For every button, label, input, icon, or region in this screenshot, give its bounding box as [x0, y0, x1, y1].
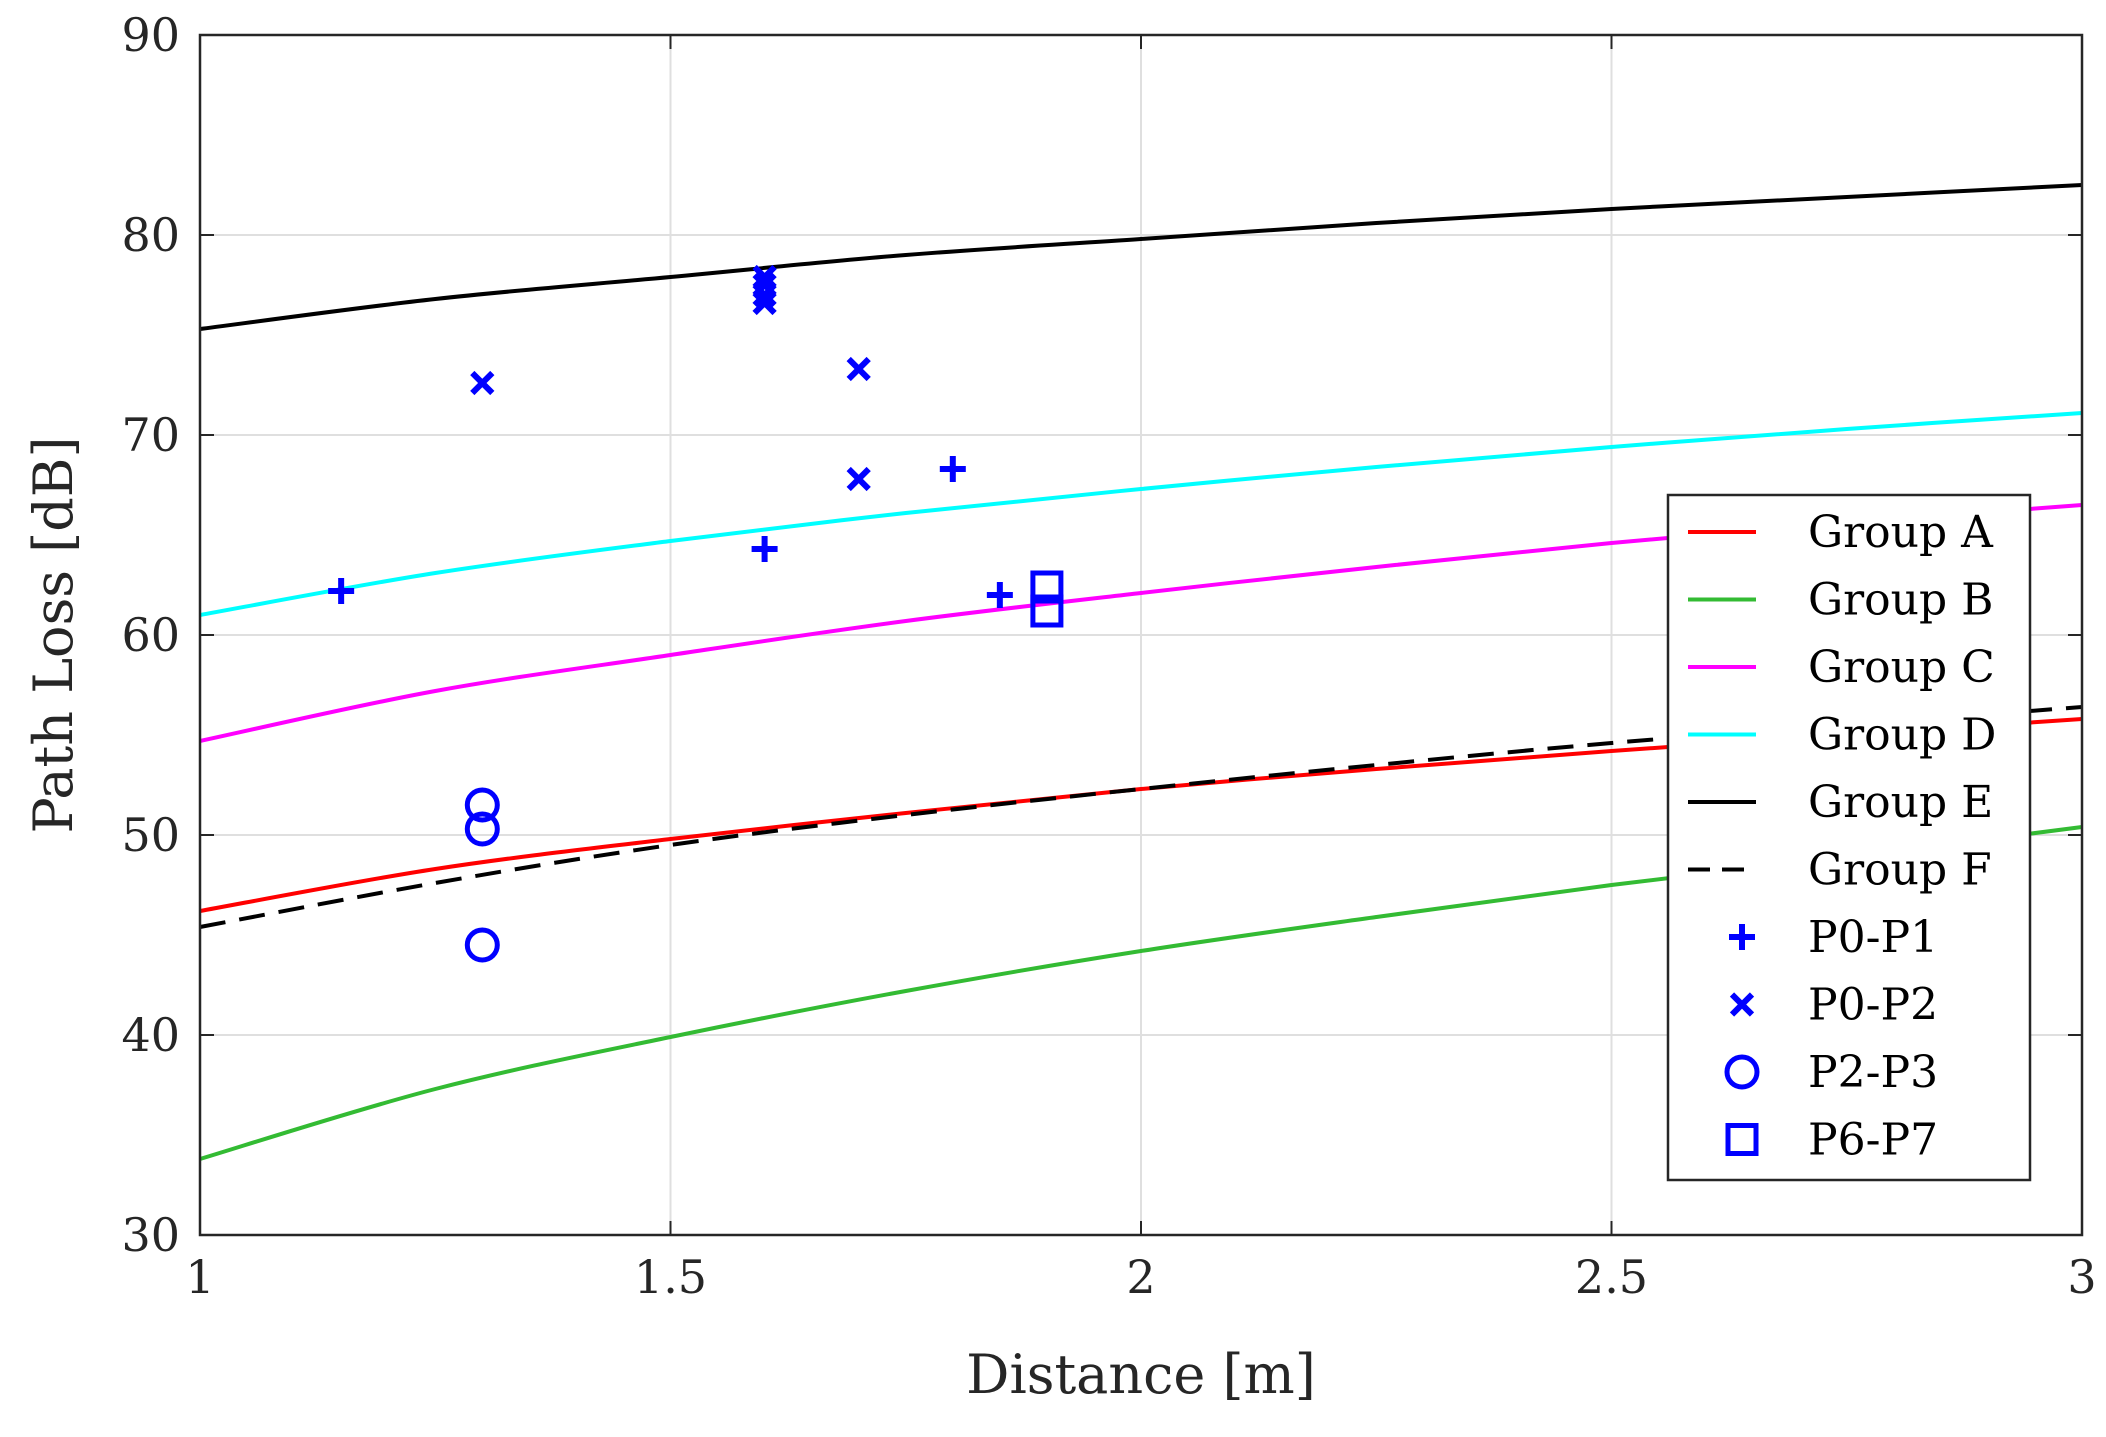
legend-marker-p6-p7: [1725, 1123, 1759, 1156]
point-p2-p3: [464, 811, 500, 847]
x-tick-label: 2: [1126, 1250, 1155, 1304]
y-tick-label: 60: [121, 608, 180, 662]
legend: Group A Group B Group C Group D Group E Group…: [1666, 493, 2032, 1182]
y-tick-label: 70: [121, 408, 180, 462]
ticks: [199, 34, 2083, 1236]
point-p0-p1: [751, 536, 778, 562]
y-axis-label: Path Loss [dB]: [22, 436, 85, 833]
legend-marker-p0-p1: [1729, 924, 1755, 950]
x-tick-label: 1: [185, 1250, 214, 1304]
point-p0-p2: [846, 466, 871, 492]
legend-label-p0-p1: P0-P1: [1808, 912, 1938, 963]
point-p0-p2: [752, 282, 777, 308]
legend-marker-p2-p3: [1724, 1054, 1760, 1090]
legend-marker-p0-p2: [1729, 992, 1755, 1017]
legend-label-p0-p2: P0-P2: [1808, 980, 1938, 1031]
x-tick-label: 2.5: [1575, 1250, 1648, 1304]
legend-label-group-c: Group C: [1808, 642, 1995, 693]
point-p0-p2: [752, 264, 777, 290]
y-tick-label: 80: [121, 208, 180, 262]
legend-label-p6-p7: P6-P7: [1808, 1115, 1938, 1166]
point-p0-p1: [939, 456, 966, 482]
point-p2-p3: [464, 927, 500, 963]
y-tick-label: 40: [121, 1008, 180, 1062]
x-tick-label: 1.5: [634, 1250, 707, 1304]
x-tick-label: 3: [2067, 1250, 2096, 1304]
point-p0-p1: [986, 582, 1013, 608]
y-tick-label: 90: [121, 8, 180, 62]
point-p0-p2: [470, 370, 495, 396]
tick-labels: 1 1.5 2 2.5 3 30 40 50 60 70 80 90: [121, 8, 2096, 1304]
point-p6-p7: [1030, 570, 1064, 604]
y-tick-label: 30: [121, 1208, 180, 1262]
series-line-group-d: [199, 411, 2083, 617]
legend-label-group-f: Group F: [1808, 845, 1992, 896]
legend-label-group-b: Group B: [1808, 575, 1994, 626]
legend-label-group-d: Group D: [1808, 710, 1996, 761]
x-axis-label: Distance [m]: [966, 1343, 1316, 1406]
point-p2-p3: [464, 787, 500, 823]
point-p0-p2: [846, 356, 871, 382]
point-p0-p1: [328, 578, 355, 604]
y-tick-label: 50: [121, 808, 180, 862]
legend-label-group-a: Group A: [1808, 507, 1994, 558]
point-p6-p7: [1030, 594, 1064, 628]
legend-label-p2-p3: P2-P3: [1808, 1047, 1938, 1098]
series-line-group-e: [199, 183, 2083, 331]
legend-label-group-e: Group E: [1808, 777, 1993, 828]
point-p0-p2: [752, 290, 777, 316]
